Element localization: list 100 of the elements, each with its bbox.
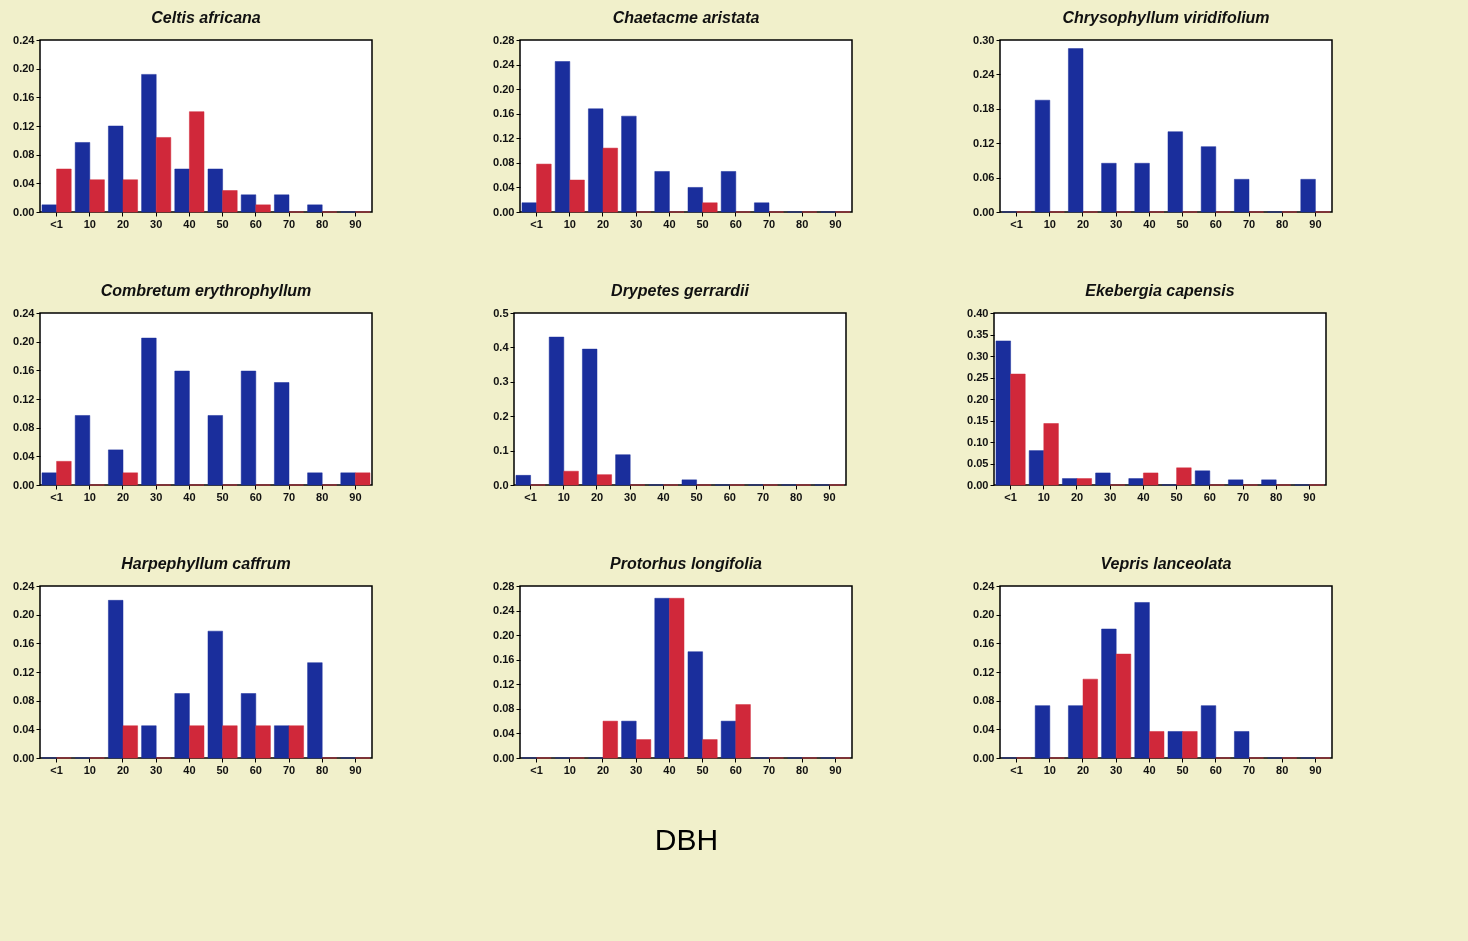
x-tick-label: 70 xyxy=(1242,217,1256,230)
x-tick-label: 50 xyxy=(696,763,709,776)
y-tick-label: 0.12 xyxy=(13,665,35,678)
y-tick-label: 0.00 xyxy=(13,751,35,764)
bar xyxy=(563,470,579,486)
bar xyxy=(207,630,223,759)
bar xyxy=(1261,479,1277,486)
bar xyxy=(596,474,612,486)
x-tick-label: 10 xyxy=(1043,217,1056,230)
chart-title: Chrysophyllum viridifolium xyxy=(1062,9,1270,26)
y-tick-label: 0.3 xyxy=(493,375,509,388)
x-tick-label: 90 xyxy=(349,217,362,230)
y-tick-label: 0.16 xyxy=(493,653,515,666)
bar xyxy=(108,449,124,486)
x-tick-label: 20 xyxy=(590,490,604,503)
y-tick-label: 0.08 xyxy=(13,694,35,707)
y-tick-label: 0.15 xyxy=(967,414,989,426)
bar xyxy=(615,454,631,486)
x-tick-label: 20 xyxy=(596,217,610,230)
x-tick-label: <1 xyxy=(50,763,63,776)
x-tick-label: 50 xyxy=(690,490,703,503)
bar xyxy=(307,204,323,213)
x-tick-label: 80 xyxy=(796,217,809,230)
x-tick-label: 30 xyxy=(1110,763,1123,776)
bar xyxy=(602,720,618,759)
y-tick-label: 0.12 xyxy=(973,665,995,678)
x-tick-label: 60 xyxy=(729,763,742,776)
y-tick-label: 0.40 xyxy=(967,306,989,319)
x-tick-label: 30 xyxy=(630,217,643,230)
y-tick-label: 0.00 xyxy=(13,478,35,491)
x-tick-label: 60 xyxy=(249,217,262,230)
x-tick-label: 10 xyxy=(83,490,96,503)
chart-title: Protorhus longifolia xyxy=(610,555,763,572)
bar xyxy=(720,720,737,759)
x-tick-label: 40 xyxy=(183,217,196,230)
bar xyxy=(1149,731,1165,759)
y-tick-label: 0.24 xyxy=(493,58,516,71)
bar xyxy=(288,725,304,759)
x-tick-label: 60 xyxy=(723,490,736,503)
bar xyxy=(654,171,670,213)
bar xyxy=(1143,472,1159,486)
x-tick-label: 40 xyxy=(1143,217,1156,230)
bar xyxy=(56,461,72,486)
y-tick-label: 0.12 xyxy=(493,131,515,144)
y-tick-label: 0.16 xyxy=(13,363,35,376)
bar xyxy=(1115,653,1132,759)
x-tick-label: 70 xyxy=(762,217,776,230)
x-tick-label: 60 xyxy=(1209,217,1222,230)
y-tick-label: 0.00 xyxy=(967,478,989,491)
y-tick-label: 0.04 xyxy=(493,180,516,193)
bar xyxy=(174,693,190,759)
x-tick-label: 40 xyxy=(1137,490,1150,503)
x-tick-label: 40 xyxy=(663,217,676,230)
bar xyxy=(1028,450,1045,486)
y-tick-label: 0.24 xyxy=(13,306,36,319)
bar xyxy=(1095,472,1111,486)
x-tick-label: 80 xyxy=(790,490,803,503)
y-tick-label: 0.00 xyxy=(973,751,995,764)
x-tick-label: 50 xyxy=(216,763,229,776)
y-tick-label: 0.05 xyxy=(967,457,989,469)
bar xyxy=(122,725,138,759)
bar xyxy=(355,472,371,486)
y-tick-label: 0.06 xyxy=(973,171,995,184)
bar xyxy=(56,168,72,213)
x-tick-label: 80 xyxy=(316,763,329,776)
x-tick-label: 80 xyxy=(316,217,329,230)
bar xyxy=(255,725,271,759)
x-tick-label: 20 xyxy=(596,763,610,776)
bar xyxy=(1076,478,1092,486)
bar xyxy=(141,74,157,213)
bar xyxy=(548,336,565,486)
bar xyxy=(1034,99,1051,213)
x-tick-label: 70 xyxy=(762,763,776,776)
bar xyxy=(307,472,323,486)
x-tick-label: 90 xyxy=(829,763,842,776)
x-tick-label: 90 xyxy=(1309,763,1322,776)
x-tick-label: 10 xyxy=(563,217,576,230)
bar xyxy=(240,194,257,213)
bar xyxy=(588,108,604,213)
bar xyxy=(1194,470,1211,486)
chart-title: Harpephyllum caffrum xyxy=(121,555,291,572)
x-tick-label: 50 xyxy=(1176,763,1189,776)
x-tick-label: 10 xyxy=(1043,763,1056,776)
y-tick-label: 0.20 xyxy=(967,392,989,405)
bar xyxy=(635,739,652,759)
y-tick-label: 0.24 xyxy=(493,604,516,617)
x-tick-label: <1 xyxy=(50,490,63,503)
bar xyxy=(255,204,271,213)
bar xyxy=(1134,163,1150,213)
y-tick-label: 0.10 xyxy=(967,435,989,448)
y-tick-label: 0.20 xyxy=(13,608,35,621)
x-tick-label: 10 xyxy=(83,763,96,776)
y-tick-label: 0.4 xyxy=(493,340,510,353)
bar xyxy=(621,115,637,213)
x-tick-label: 20 xyxy=(116,490,130,503)
bar xyxy=(1101,628,1117,759)
x-tick-label: 70 xyxy=(282,490,296,503)
x-tick-label: 20 xyxy=(1076,217,1090,230)
x-tick-label: 10 xyxy=(557,490,570,503)
bar xyxy=(1234,731,1250,759)
